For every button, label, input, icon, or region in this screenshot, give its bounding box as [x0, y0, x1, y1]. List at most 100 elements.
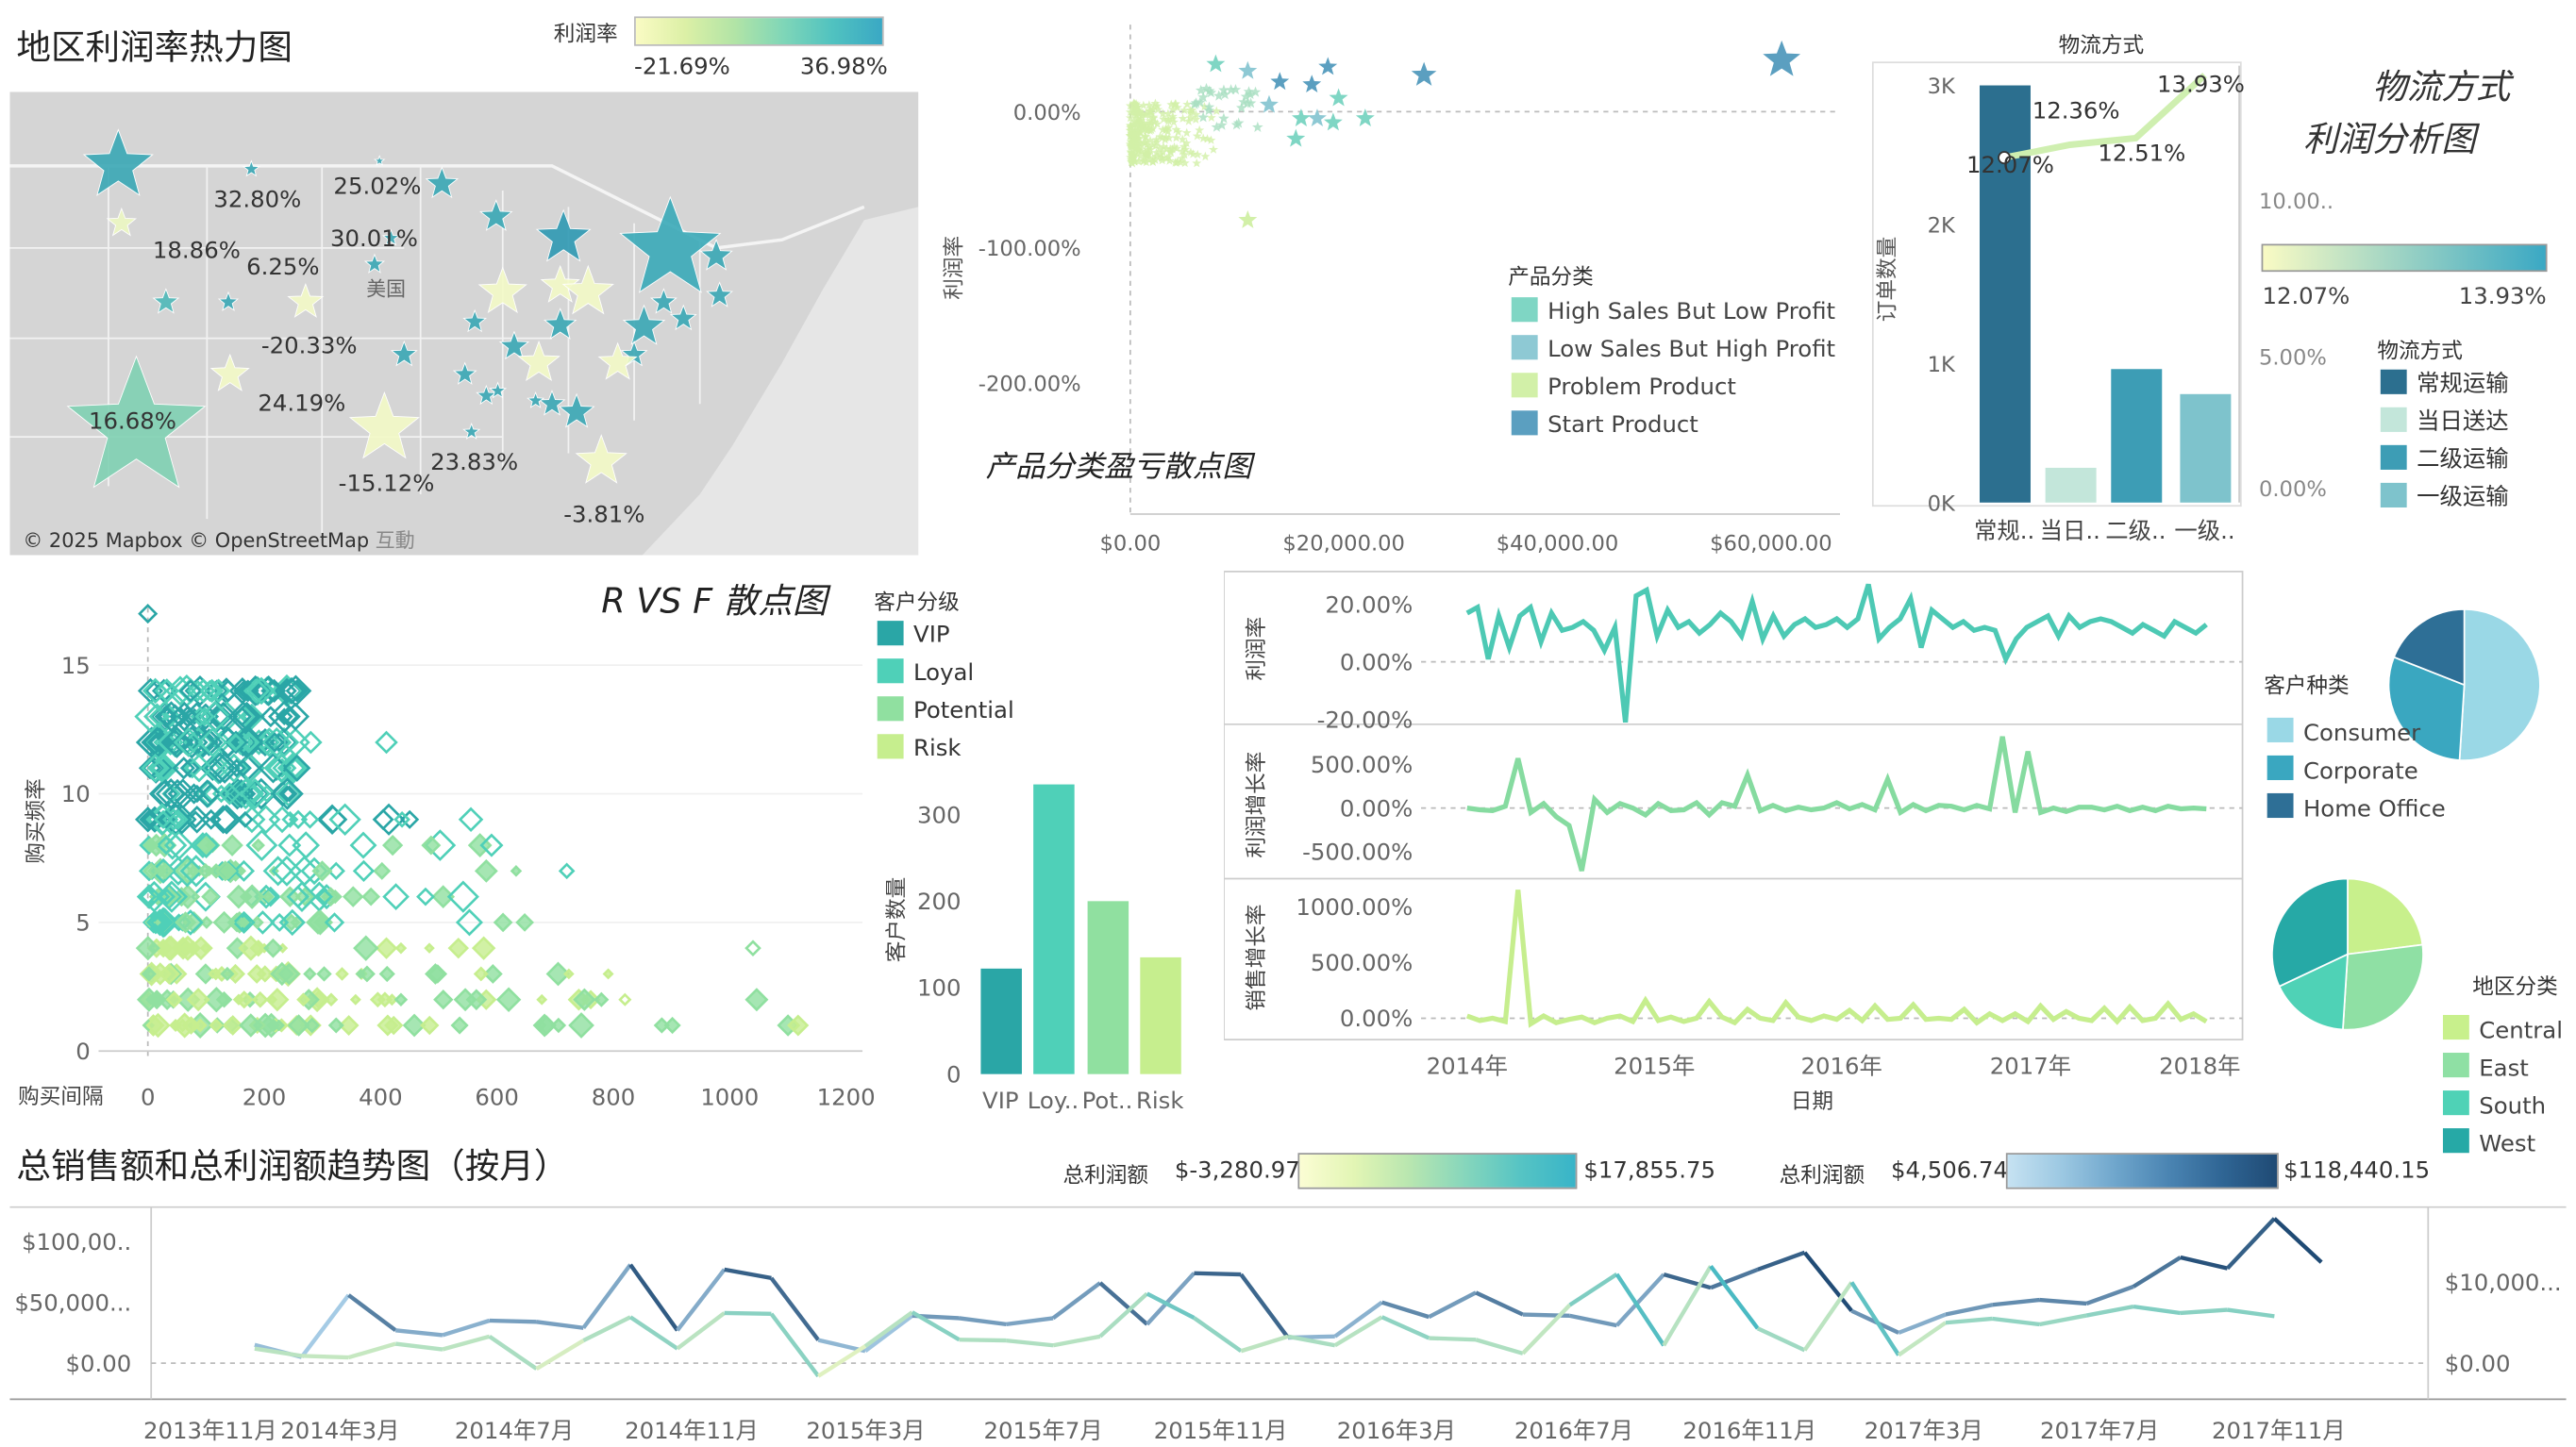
data-point[interactable]: [287, 1014, 310, 1037]
data-point[interactable]: [1192, 158, 1202, 168]
data-point[interactable]: [1141, 149, 1151, 159]
data-point[interactable]: [482, 964, 503, 984]
data-point[interactable]: [238, 935, 264, 961]
data-point[interactable]: [141, 966, 157, 982]
data-point[interactable]: [136, 726, 168, 758]
pie-slice[interactable]: [2278, 953, 2349, 1031]
data-point[interactable]: [1235, 102, 1247, 113]
data-point[interactable]: [139, 809, 159, 829]
state-star-marker[interactable]: [669, 304, 697, 331]
data-point[interactable]: [479, 833, 504, 857]
profit-segment[interactable]: [817, 1344, 867, 1378]
data-point[interactable]: [458, 807, 484, 833]
data-point[interactable]: [189, 936, 213, 960]
data-point[interactable]: [1131, 148, 1142, 158]
data-point[interactable]: [165, 990, 183, 1008]
data-point[interactable]: [197, 727, 228, 757]
data-point[interactable]: [221, 834, 243, 857]
state-star-marker[interactable]: [452, 361, 477, 385]
data-point[interactable]: [172, 1012, 198, 1039]
state-star-marker[interactable]: [699, 238, 733, 271]
data-point[interactable]: [1144, 100, 1154, 109]
data-point[interactable]: [1168, 113, 1178, 124]
data-point[interactable]: [653, 1017, 671, 1034]
data-point[interactable]: [447, 937, 470, 959]
data-point[interactable]: [1146, 109, 1156, 119]
logistics-bar[interactable]: [1979, 85, 2031, 503]
data-point[interactable]: [1173, 126, 1183, 137]
data-point[interactable]: [277, 962, 301, 986]
sales-segment[interactable]: [1146, 1272, 1196, 1326]
data-point[interactable]: [1158, 108, 1168, 118]
data-point[interactable]: [1178, 113, 1188, 123]
sales-segment[interactable]: [1475, 1290, 1524, 1317]
data-point[interactable]: [1197, 91, 1210, 103]
data-point[interactable]: [1150, 98, 1161, 108]
profit-segment[interactable]: [301, 1354, 349, 1360]
state-star-marker[interactable]: [619, 195, 722, 293]
data-point[interactable]: [263, 938, 283, 958]
sales-segment[interactable]: [863, 1314, 914, 1353]
data-point[interactable]: [744, 940, 761, 956]
data-point[interactable]: [376, 991, 393, 1008]
sales-segment[interactable]: [1757, 1250, 1806, 1272]
data-point[interactable]: [285, 679, 309, 703]
state-star-marker[interactable]: [517, 340, 560, 382]
state-star-marker[interactable]: [477, 266, 527, 313]
sales-segment[interactable]: [581, 1263, 632, 1330]
profit-segment[interactable]: [1146, 1291, 1196, 1321]
state-star-marker[interactable]: [462, 308, 488, 333]
data-point[interactable]: [194, 707, 215, 727]
state-star-marker[interactable]: [363, 253, 386, 274]
data-point[interactable]: [271, 777, 304, 810]
data-point[interactable]: [372, 808, 394, 831]
data-point[interactable]: [1154, 143, 1165, 153]
data-point[interactable]: [474, 858, 498, 883]
data-point[interactable]: [262, 678, 287, 704]
data-point[interactable]: [1200, 82, 1213, 94]
data-point[interactable]: [296, 992, 310, 1007]
data-point[interactable]: [1164, 156, 1175, 165]
data-point[interactable]: [145, 1012, 171, 1039]
data-point[interactable]: [1195, 125, 1205, 135]
data-point[interactable]: [270, 912, 290, 932]
data-point[interactable]: [180, 707, 199, 725]
data-point[interactable]: [318, 805, 348, 835]
data-point[interactable]: [446, 880, 479, 913]
data-point[interactable]: [1151, 141, 1162, 150]
data-point[interactable]: [1130, 136, 1141, 145]
data-point[interactable]: [1153, 105, 1163, 114]
data-point[interactable]: [1135, 115, 1146, 125]
data-point[interactable]: [1200, 151, 1211, 161]
profit-segment[interactable]: [535, 1339, 585, 1371]
data-point[interactable]: [1229, 83, 1242, 95]
state-star-marker[interactable]: [561, 264, 614, 315]
data-point[interactable]: [187, 864, 200, 877]
data-point[interactable]: [493, 912, 513, 933]
data-point[interactable]: [353, 935, 379, 961]
sales-segment[interactable]: [347, 1293, 397, 1333]
profit-rate-line[interactable]: [1465, 583, 2208, 724]
data-point[interactable]: [515, 913, 534, 932]
data-point[interactable]: [1208, 144, 1219, 154]
profit-segment[interactable]: [1193, 1316, 1243, 1354]
sales-segment[interactable]: [1194, 1271, 1242, 1277]
data-point[interactable]: [1172, 143, 1182, 153]
state-star-marker[interactable]: [620, 340, 648, 367]
data-point[interactable]: [259, 706, 282, 728]
state-star-marker[interactable]: [373, 155, 386, 166]
data-point[interactable]: [1125, 130, 1135, 141]
data-point[interactable]: [232, 993, 245, 1006]
data-point[interactable]: [1142, 120, 1152, 129]
data-point[interactable]: [135, 807, 161, 833]
data-point[interactable]: [316, 966, 332, 982]
data-point[interactable]: [1162, 143, 1172, 154]
data-point[interactable]: [1145, 115, 1155, 125]
pie-slice[interactable]: [2387, 656, 2466, 761]
data-point[interactable]: [1245, 97, 1257, 108]
profit-segment[interactable]: [1429, 1336, 1477, 1342]
data-point[interactable]: [372, 803, 406, 836]
data-point[interactable]: [663, 1016, 681, 1035]
data-point[interactable]: [264, 732, 285, 753]
